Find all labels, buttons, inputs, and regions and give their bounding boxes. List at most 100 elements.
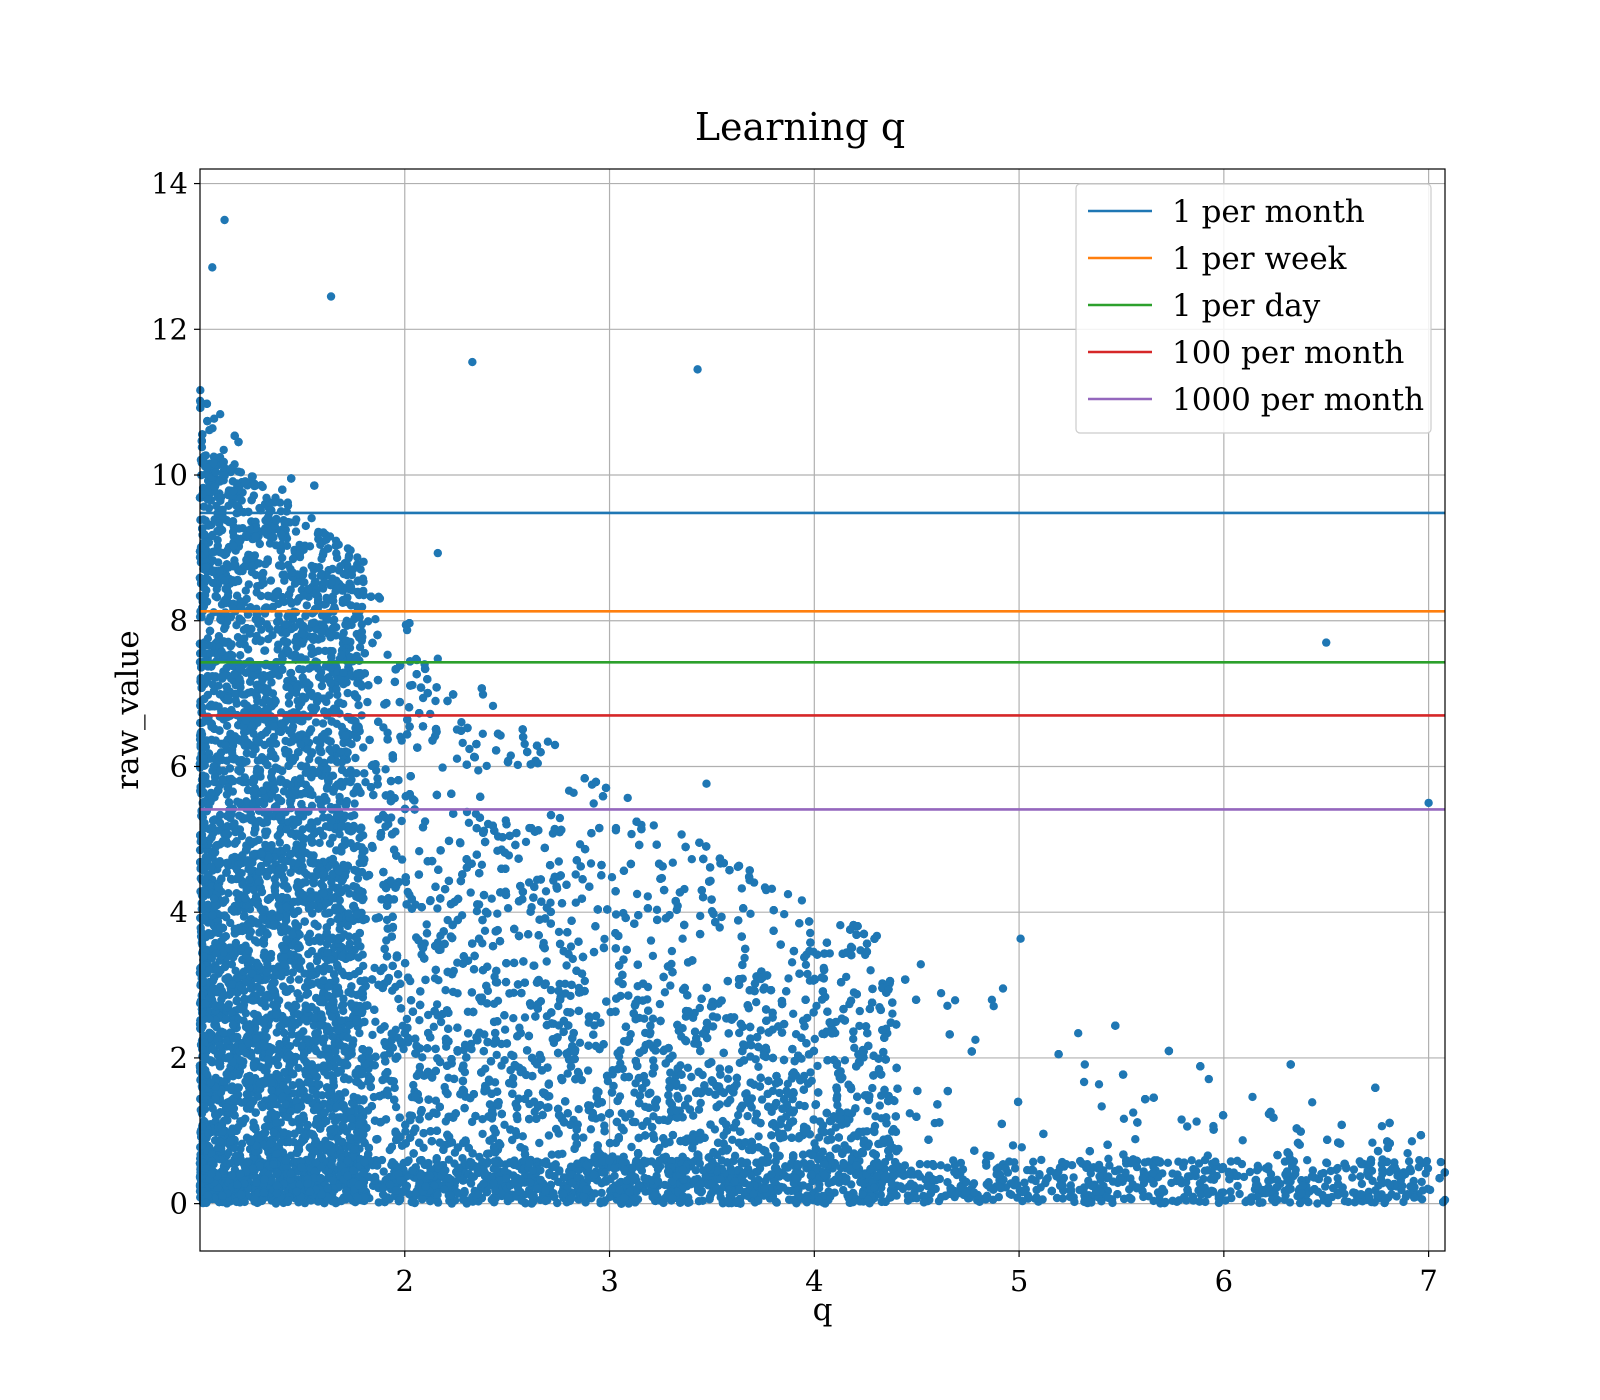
data-point (1204, 1074, 1214, 1084)
data-point (623, 793, 632, 803)
data-point (987, 995, 997, 1004)
data-point (579, 1133, 588, 1142)
data-point (666, 981, 675, 990)
data-point (488, 701, 498, 711)
data-point (379, 723, 388, 732)
data-point (415, 1016, 424, 1025)
data-point (754, 1132, 763, 1141)
data-point (652, 905, 662, 914)
data-point (1017, 1143, 1026, 1152)
data-point (632, 889, 642, 899)
data-point (390, 1083, 399, 1093)
data-point (509, 1014, 518, 1023)
data-point (418, 1053, 427, 1062)
data-point (668, 858, 677, 867)
data-point (806, 1068, 815, 1077)
grid (200, 169, 1445, 1251)
data-point (712, 1013, 722, 1022)
data-point (855, 1006, 864, 1016)
data-point (888, 1009, 897, 1018)
data-point (563, 1069, 572, 1078)
data-point (760, 883, 770, 892)
data-point (916, 960, 925, 969)
data-point (508, 1135, 517, 1145)
data-point (1097, 1102, 1106, 1111)
data-point (555, 979, 564, 989)
data-point (241, 586, 250, 595)
data-point (371, 1017, 380, 1026)
data-point (905, 1109, 914, 1118)
data-point (649, 1056, 658, 1065)
data-point (383, 650, 392, 659)
data-point (429, 1022, 438, 1031)
data-point (1407, 1137, 1417, 1146)
data-point (1177, 1115, 1186, 1124)
data-point (743, 1111, 752, 1121)
data-point (209, 414, 219, 423)
data-point (562, 961, 571, 970)
data-point (849, 1034, 858, 1044)
data-point (363, 617, 373, 626)
data-point (546, 985, 556, 995)
data-point (426, 709, 435, 719)
data-point (801, 960, 811, 969)
data-point (431, 1096, 441, 1105)
data-point (611, 910, 621, 919)
data-point (936, 989, 946, 998)
data-point (368, 1030, 377, 1040)
data-point (521, 837, 531, 847)
data-point (216, 410, 225, 419)
data-point (452, 754, 462, 763)
data-point (648, 951, 658, 961)
data-point (431, 696, 440, 706)
data-point (363, 697, 372, 707)
data-point (571, 898, 580, 907)
data-point (627, 1142, 636, 1152)
data-point (575, 1038, 585, 1048)
data-point (208, 424, 217, 433)
data-point (950, 996, 960, 1005)
data-point (448, 987, 458, 997)
data-point (497, 1061, 506, 1070)
data-point (1238, 1136, 1247, 1145)
data-point (678, 1083, 687, 1093)
data-point (660, 988, 670, 997)
data-point (474, 766, 483, 775)
data-point (797, 896, 807, 905)
data-point (478, 729, 487, 738)
data-point (814, 1133, 824, 1142)
data-point (391, 1102, 401, 1112)
data-point (373, 774, 382, 783)
data-point (574, 1105, 583, 1114)
data-point (840, 1056, 850, 1065)
data-point (826, 1128, 835, 1137)
data-point (1074, 1029, 1083, 1038)
data-point (441, 986, 450, 995)
data-point (643, 892, 652, 901)
data-point (1248, 1092, 1257, 1102)
data-point (757, 1095, 767, 1104)
data-point (530, 1107, 539, 1117)
data-point (866, 966, 875, 975)
data-point (464, 818, 474, 827)
data-point (291, 527, 301, 536)
data-point (571, 870, 580, 879)
data-point (503, 904, 513, 913)
data-point (199, 502, 209, 511)
data-point (875, 1101, 884, 1110)
data-point (500, 1025, 510, 1034)
data-point (430, 974, 440, 983)
data-point (361, 778, 370, 787)
data-point (1119, 1114, 1129, 1124)
data-point (655, 999, 665, 1009)
data-point (541, 887, 551, 896)
data-point (1368, 1138, 1377, 1147)
data-point (458, 738, 467, 748)
data-point (696, 1098, 705, 1108)
data-point (850, 1043, 859, 1053)
data-point (466, 888, 475, 897)
data-point (678, 934, 687, 943)
data-point (566, 991, 575, 1001)
